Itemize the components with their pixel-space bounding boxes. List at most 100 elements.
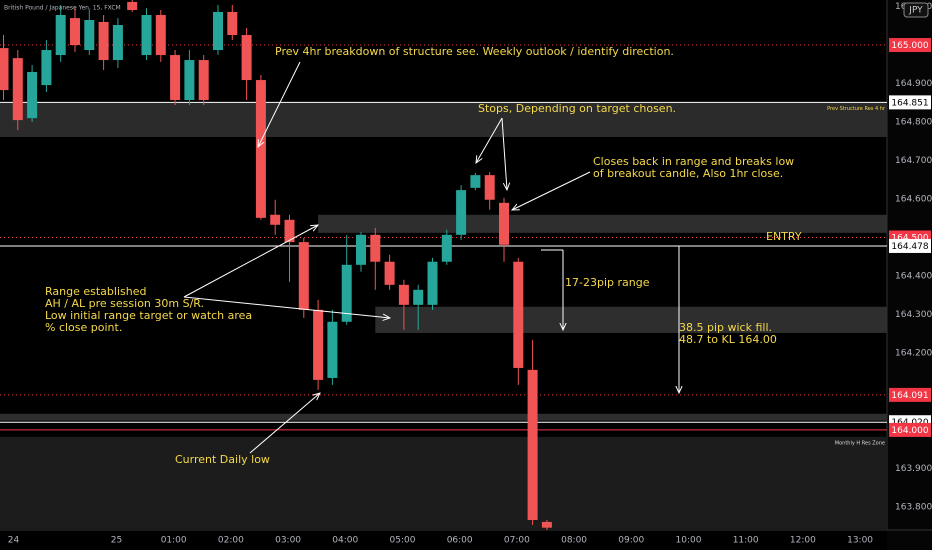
y-tick-label: 164.700: [895, 156, 932, 166]
x-tick-label: 08:00: [561, 536, 587, 546]
candle-body: [41, 50, 52, 86]
annotation: Range established: [45, 285, 146, 298]
candle-body: [127, 1, 138, 11]
price-label: 164.851: [891, 98, 928, 108]
x-tick-label: 25: [111, 536, 122, 546]
candle-body: [541, 521, 552, 528]
price-label: 164.091: [891, 391, 928, 401]
zone: [318, 214, 887, 233]
candle-body: [227, 11, 238, 36]
x-tick-label: 11:00: [733, 536, 759, 546]
candle-body: [398, 284, 409, 305]
y-tick-label: 163.800: [895, 502, 932, 512]
candle-body: [356, 234, 366, 265]
price-label-box: [889, 38, 931, 53]
y-tick-label: 164.200: [895, 348, 932, 358]
arrow: [258, 61, 301, 147]
x-tick-label: 01:00: [161, 536, 187, 546]
arrow: [476, 117, 503, 163]
candle-body: [184, 60, 195, 101]
zone: [0, 413, 887, 421]
currency-box[interactable]: [903, 2, 929, 18]
candle-body: [427, 261, 438, 305]
y-tick-label: 164.900: [895, 79, 932, 89]
arrows: [183, 61, 679, 454]
candle-body: [241, 35, 252, 81]
zone-label: Monthly H Res Zone: [835, 440, 885, 446]
candle-body: [513, 261, 524, 368]
candle-body: [527, 369, 538, 520]
x-tick-label: 13:00: [847, 536, 873, 546]
arrow: [249, 393, 320, 454]
x-tick-label: 24: [8, 536, 20, 546]
arrow: [183, 225, 318, 298]
y-tick-label: 164.800: [895, 118, 932, 128]
candle-body: [255, 80, 266, 218]
candle-body: [313, 309, 324, 380]
candle-body: [27, 71, 38, 119]
price-label: 164.500: [891, 233, 928, 243]
price-label: 165.000: [891, 41, 928, 51]
candle-body: [213, 11, 223, 51]
zone: [0, 102, 887, 138]
annotation: of breakout candle, Also 1hr close.: [593, 167, 783, 180]
x-tick-label: 12:00: [790, 536, 816, 546]
candle-body: [470, 175, 481, 188]
candle-body: [298, 242, 309, 310]
candle-body: [499, 202, 509, 245]
candle-body: [98, 21, 109, 61]
zone-label: Prev Structure Res 4 hr: [827, 106, 886, 112]
y-tick-label: 164.600: [895, 194, 932, 204]
annotation: % close point.: [45, 321, 122, 334]
annotation: Low initial range target or watch area: [45, 309, 252, 322]
candle-body: [384, 261, 395, 285]
x-tick-label: 02:00: [218, 536, 244, 546]
annotation: Stops, Depending on target chosen.: [478, 102, 676, 115]
candle-body: [270, 214, 281, 225]
zone: [0, 436, 887, 530]
annotation: 17-23pip range: [565, 276, 650, 289]
x-tick-label: 09:00: [618, 536, 644, 546]
candle-body: [198, 60, 209, 101]
x-tick-label: 06:00: [447, 536, 473, 546]
candle-body: [413, 289, 424, 305]
arrow: [183, 296, 390, 318]
price-label: 164.478: [891, 242, 928, 252]
y-tick-label: 164.300: [895, 310, 932, 320]
price-label-box: [889, 422, 931, 437]
annotation: Closes back in range and breaks low: [593, 155, 794, 168]
candle-body: [0, 48, 9, 91]
x-tick-label: 03:00: [275, 536, 301, 546]
candle-body: [341, 264, 352, 322]
arrow: [512, 171, 591, 210]
currency[interactable]: JPY: [908, 6, 923, 16]
candle-body: [370, 234, 381, 262]
price-label: 164.000: [891, 426, 928, 436]
candle-body: [84, 20, 95, 51]
annotation: 38.5 pip wick fill.: [679, 321, 772, 334]
x-tick-label: 10:00: [676, 536, 702, 546]
candle-body: [112, 25, 123, 61]
annotation: AH / AL pre session 30m S/R.: [45, 297, 204, 310]
x-tick-label: 07:00: [504, 536, 530, 546]
candle-body: [284, 219, 295, 243]
candle-body: [441, 234, 452, 262]
candle-body: [70, 18, 80, 46]
x-tick-label: 05:00: [390, 536, 416, 546]
x-tick-label: 04:00: [332, 536, 358, 546]
price-label-box: [889, 238, 931, 253]
annotation: 48.7 to KL 164.00: [679, 333, 777, 346]
annotation: Prev 4hr breakdown of structure see. Wee…: [275, 45, 674, 58]
candle-body: [484, 175, 495, 200]
annotation: ENTRY: [766, 230, 802, 243]
candle-body: [12, 58, 23, 121]
price-label-box: [889, 387, 931, 402]
annotation: Current Daily low: [175, 453, 270, 466]
candle-body: [456, 190, 467, 235]
y-tick-label: 163.900: [895, 464, 932, 474]
chart-title: British Pound / Japanese Yen, 15, FXCM: [4, 5, 121, 12]
candle-body: [55, 15, 66, 56]
price-label-box: [889, 95, 931, 110]
y-tick-label: 164.400: [895, 271, 932, 281]
